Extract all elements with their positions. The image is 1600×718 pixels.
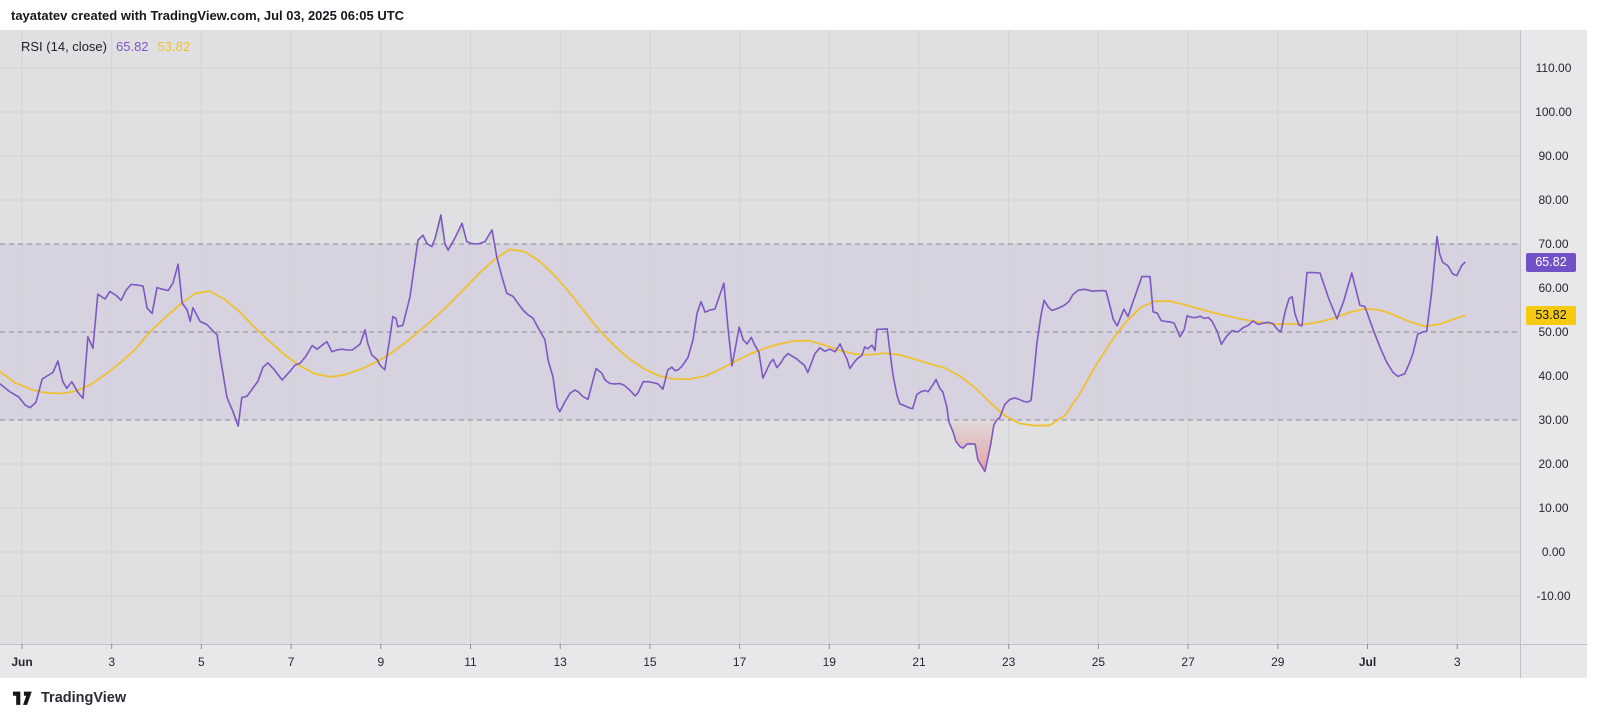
x-axis-label: 9 <box>377 655 385 669</box>
y-axis-label: 40.00 <box>1538 369 1569 383</box>
x-axis-label: 15 <box>643 655 657 669</box>
y-axis-label: 90.00 <box>1538 149 1569 163</box>
x-axis-label: 7 <box>287 655 295 669</box>
ma-value-badge: 53.82 <box>1526 305 1576 325</box>
x-axis-label: 5 <box>198 655 205 669</box>
x-axis-label: 25 <box>1091 655 1106 669</box>
tradingview-logo-text[interactable]: TradingView <box>41 690 127 706</box>
y-axis-label: 60.00 <box>1538 281 1569 295</box>
x-axis-label: Jul <box>1358 655 1377 669</box>
x-axis-label: 3 <box>108 655 116 669</box>
y-axis-label: 70.00 <box>1538 237 1569 251</box>
footer-bar: TradingView <box>0 678 1600 718</box>
x-axis-label: 27 <box>1181 655 1195 669</box>
tradingview-logo-icon[interactable] <box>13 691 34 706</box>
x-axis-label: 13 <box>553 655 567 669</box>
indicator-title: RSI (14, close) <box>21 39 107 54</box>
y-axis-label: 100.00 <box>1535 105 1572 119</box>
rsi-current-value: 65.82 <box>116 39 149 54</box>
attribution-bar: tayatatev created with TradingView.com, … <box>0 0 1600 30</box>
x-axis-label: 23 <box>1002 655 1016 669</box>
y-axis-label: 50.00 <box>1538 325 1569 339</box>
x-axis-label: 19 <box>822 655 836 669</box>
y-axis-label: 10.00 <box>1538 501 1569 515</box>
y-axis-label: 110.00 <box>1535 61 1572 75</box>
y-axis-label: 0.00 <box>1541 545 1566 559</box>
x-axis-label: 17 <box>732 655 747 669</box>
x-axis-label: 11 <box>464 655 477 669</box>
y-axis-label: 20.00 <box>1538 457 1569 471</box>
y-axis-label: 80.00 <box>1538 193 1569 207</box>
x-axis-label: Jun <box>11 655 33 669</box>
x-axis-label: 29 <box>1271 655 1285 669</box>
indicator-legend[interactable]: RSI (14, close) 65.82 53.82 <box>21 39 190 54</box>
rsi-indicator-pane[interactable]: RSI (14, close) 65.82 53.82 110.00 100.00… <box>0 30 1587 678</box>
y-axis-label: 30.00 <box>1538 413 1569 427</box>
x-axis-label: 21 <box>912 655 926 669</box>
y-axis-label: -10.00 <box>1536 589 1571 603</box>
rsi-value-badge: 65.82 <box>1526 252 1576 272</box>
attribution-text: tayatatev created with TradingView.com, … <box>11 8 405 23</box>
ma-current-value: 53.82 <box>157 39 191 54</box>
x-axis-label: 3 <box>1453 655 1461 669</box>
rsi-plot[interactable] <box>0 30 1587 678</box>
